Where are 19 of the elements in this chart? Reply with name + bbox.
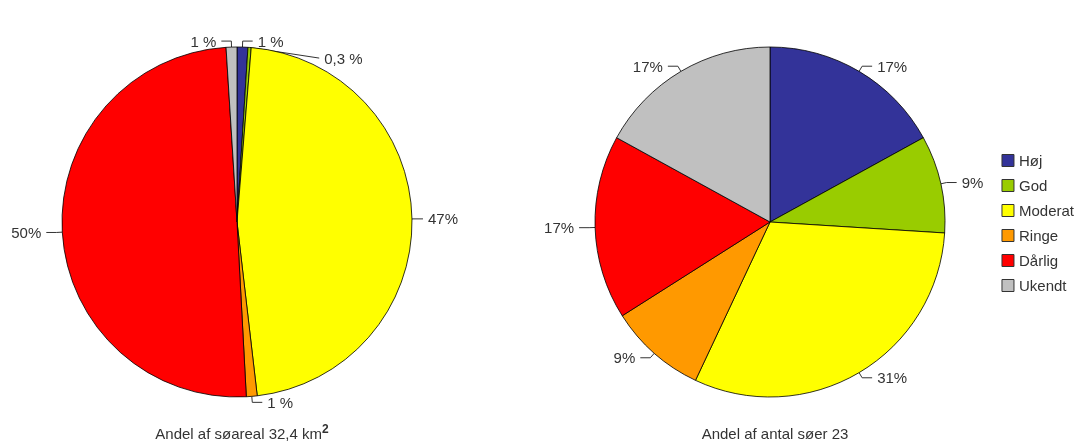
data-label: 0,3 %	[324, 49, 363, 67]
data-label: 9%	[961, 174, 984, 192]
data-label: 1 %	[267, 393, 294, 411]
data-label: 31%	[877, 369, 908, 387]
data-label: 47%	[427, 210, 458, 228]
legend-label: Ukendt	[1018, 277, 1068, 294]
data-label: 1 %	[190, 32, 217, 50]
data-label: 9%	[613, 349, 636, 367]
legend-label: Moderat	[1018, 202, 1075, 219]
legend-label: God	[1018, 177, 1048, 194]
legend-label: Dårlig	[1018, 252, 1059, 269]
legend-label: Ringe	[1018, 227, 1059, 244]
text: Andel af antal søer 23	[701, 425, 849, 442]
data-label: 50%	[11, 223, 42, 241]
data-label: 17%	[544, 219, 575, 237]
data-label: 17%	[877, 57, 908, 75]
data-label: 17%	[632, 57, 663, 75]
legend-label: Høj	[1018, 152, 1043, 169]
data-label: 1 %	[257, 32, 284, 50]
